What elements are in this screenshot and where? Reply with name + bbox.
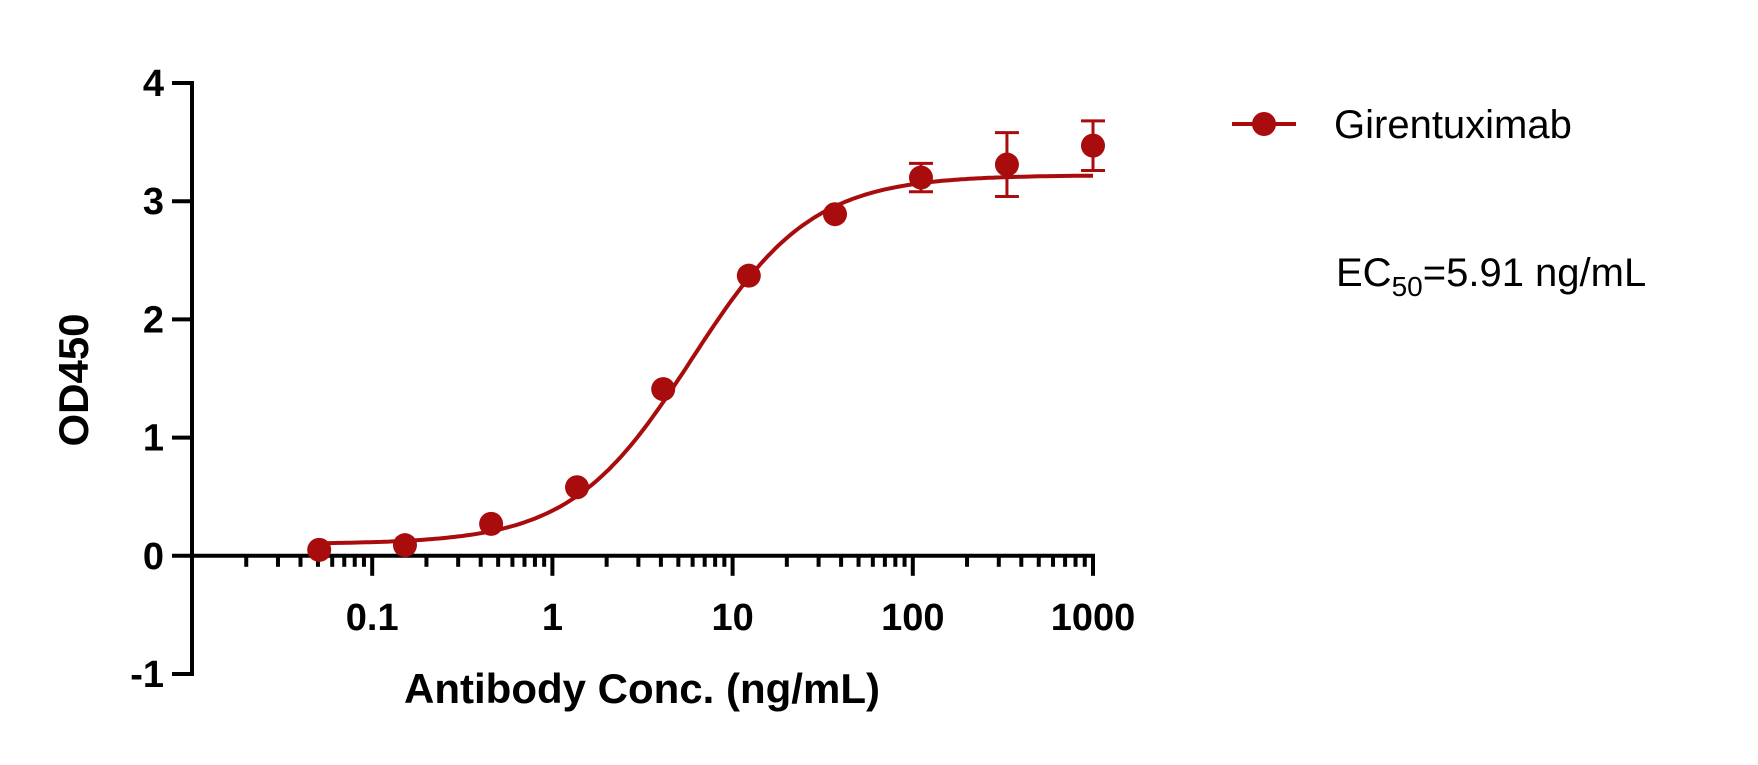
y-tick-label: 1 — [143, 418, 164, 460]
ec50-annotation: EC50=5.91 ng/mL — [1336, 251, 1646, 302]
x-tick-label: 1 — [542, 597, 563, 639]
fit-curve — [319, 173, 1093, 546]
data-point — [736, 263, 761, 288]
data-point — [994, 152, 1019, 177]
data-point — [908, 165, 933, 190]
x-tick-label: 100 — [881, 597, 944, 639]
annotation-rest: =5.91 ng/mL — [1423, 251, 1647, 295]
y-tick-label: 3 — [143, 181, 164, 223]
y-tick-label: 2 — [143, 299, 164, 341]
data-point — [565, 475, 590, 500]
annotation-subscript: 50 — [1392, 271, 1423, 302]
x-tick-label: 0.1 — [346, 597, 399, 639]
annotation-main: EC — [1336, 251, 1392, 295]
y-axis-title: OD450 — [50, 313, 97, 446]
x-tick-label: 10 — [711, 597, 753, 639]
y-tick-label: 4 — [143, 63, 164, 105]
data-point — [479, 511, 504, 536]
legend-label: Girentuximab — [1334, 103, 1572, 147]
data-point — [1081, 133, 1105, 158]
data-point — [822, 202, 847, 227]
y-tick-label: -1 — [130, 654, 164, 696]
y-tick-label: 0 — [143, 536, 164, 578]
legend-marker — [1252, 112, 1276, 136]
data-point — [651, 377, 676, 402]
data-point — [307, 537, 332, 562]
data-point — [392, 533, 417, 558]
x-axis-title: Antibody Conc. (ng/mL) — [404, 665, 880, 712]
x-tick-label: 1000 — [1051, 597, 1136, 639]
